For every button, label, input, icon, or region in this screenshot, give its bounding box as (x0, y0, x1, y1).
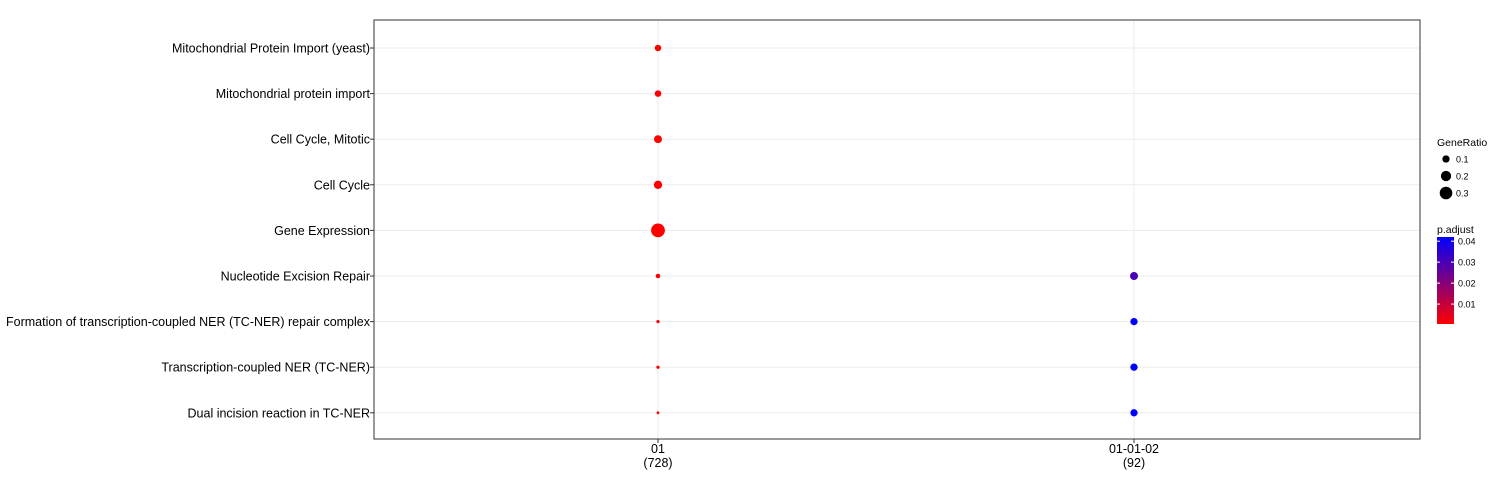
data-points (651, 44, 1138, 417)
p-adjust-tick-label: 0.03 (1458, 258, 1476, 268)
data-point (651, 223, 665, 238)
data-point (1130, 409, 1138, 417)
y-tick-label: Dual incision reaction in TC-NER (188, 406, 370, 420)
data-point (1130, 317, 1138, 326)
y-tick-label: Mitochondrial Protein Import (yeast) (172, 42, 370, 56)
x-tick-count-label: (728) (643, 456, 672, 470)
y-tick-label: Transcription-coupled NER (TC-NER) (161, 361, 370, 375)
p-adjust-legend: p.adjust 0.01 0.02 0.03 0.04 (1437, 224, 1476, 324)
data-point (653, 180, 663, 189)
y-tick-label: Cell Cycle (314, 178, 370, 192)
gene-ratio-legend: GeneRatio 0.1 0.2 0.3 (1437, 137, 1487, 200)
data-point (656, 365, 660, 369)
grid-lines (374, 20, 1420, 439)
data-point (654, 44, 662, 52)
y-axis-labels: Mitochondrial Protein Import (yeast) Mito… (6, 42, 374, 420)
y-tick-label: Cell Cycle, Mitotic (271, 133, 370, 147)
data-point (656, 319, 660, 324)
data-point (655, 273, 661, 279)
gene-ratio-legend-label: 0.2 (1456, 172, 1469, 182)
y-tick-label: Formation of transcription-coupled NER (… (6, 315, 371, 329)
x-tick-label: 01-01-02 (1109, 442, 1159, 456)
plot-panel-border (373, 19, 1421, 440)
gene-ratio-legend-dot (1439, 186, 1453, 200)
data-point (656, 411, 660, 415)
y-tick-label: Gene Expression (274, 224, 370, 238)
p-adjust-legend-title: p.adjust (1437, 224, 1474, 236)
gene-ratio-legend-dot (1440, 170, 1452, 182)
gene-ratio-legend-label: 0.3 (1456, 189, 1469, 199)
gene-ratio-legend-dot (1442, 155, 1450, 163)
data-point (1130, 272, 1138, 280)
y-tick-label: Nucleotide Excision Repair (221, 270, 370, 284)
y-tick-label: Mitochondrial protein import (216, 87, 371, 101)
gene-ratio-legend-title: GeneRatio (1437, 137, 1487, 149)
p-adjust-tick-label: 0.02 (1458, 279, 1476, 289)
data-point (654, 135, 662, 144)
gene-ratio-legend-label: 0.1 (1456, 155, 1469, 165)
x-tick-count-label: (92) (1123, 456, 1145, 470)
p-adjust-tick-label: 0.04 (1458, 237, 1476, 247)
p-adjust-tick-label: 0.01 (1458, 300, 1476, 310)
data-point (1130, 363, 1138, 371)
data-point (654, 90, 662, 97)
x-axis-labels: 01(728) 01-01-02(92) (643, 439, 1159, 470)
x-tick-label: 01 (651, 442, 665, 456)
p-adjust-colorbar (1437, 237, 1454, 324)
